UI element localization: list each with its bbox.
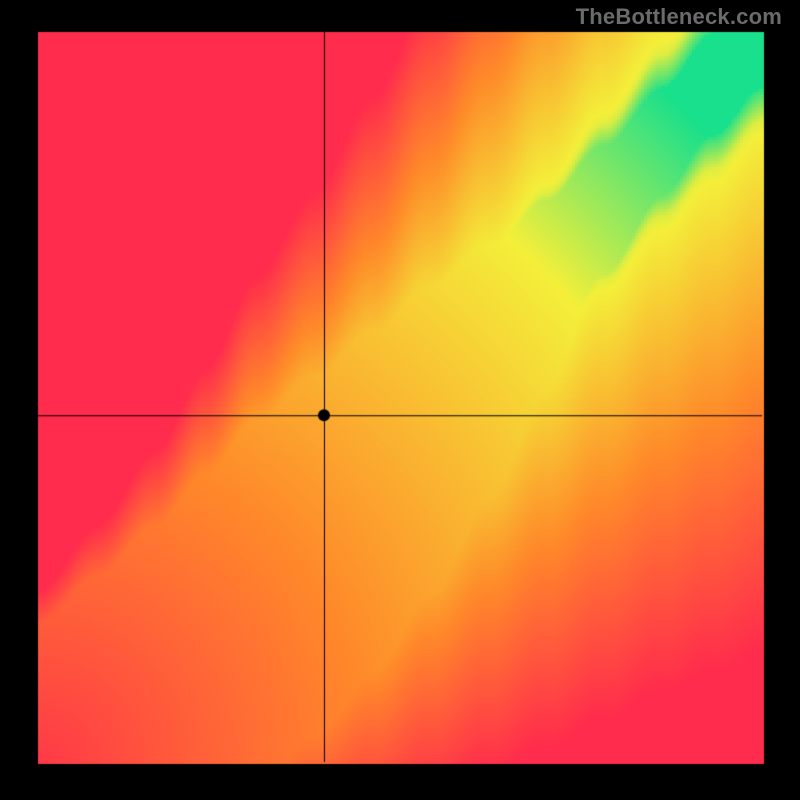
- watermark-text: TheBottleneck.com: [576, 4, 782, 30]
- chart-container: TheBottleneck.com: [0, 0, 800, 800]
- heatmap-canvas: [0, 0, 800, 800]
